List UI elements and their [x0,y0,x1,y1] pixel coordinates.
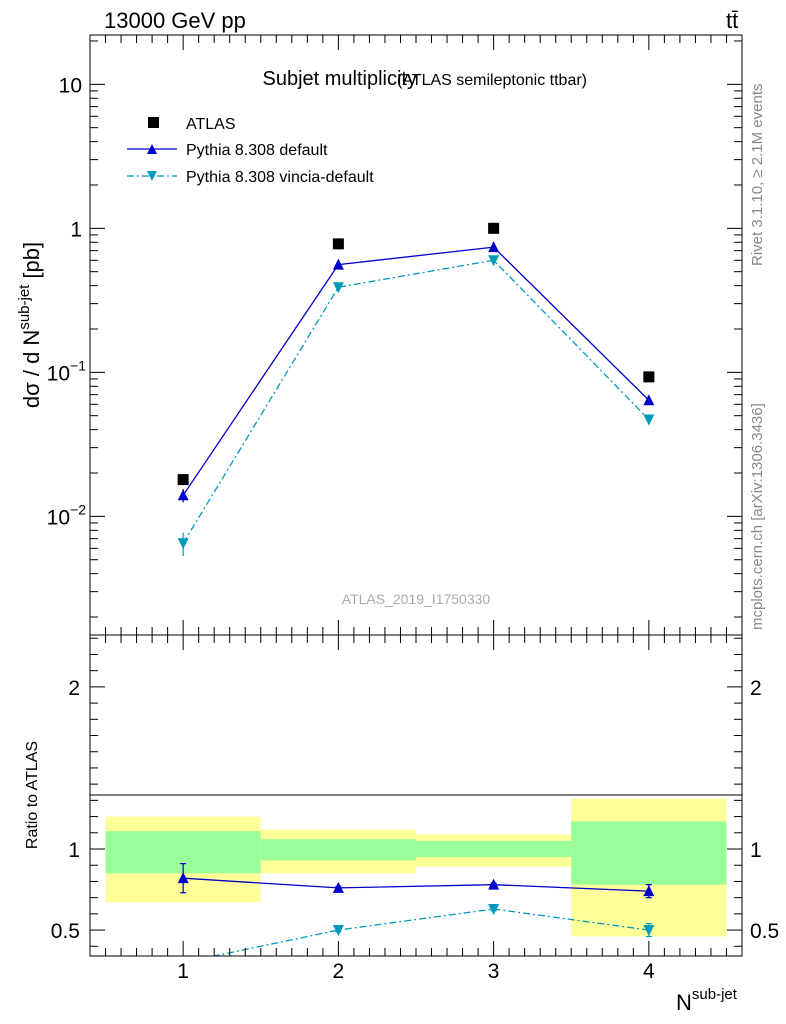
process-label: tt̄ [726,8,738,33]
main-y-label-main: dσ / d N [19,330,44,408]
ratio-point-pythia-8-308-vincia-default [643,925,655,937]
legend-vincia-marker [147,171,157,181]
ratio-axis-ticks: 0.5 0.5 1 1 2 2 1 2 3 4 [51,635,779,983]
main-point-atlas [643,371,655,383]
ratio-y-tick-label-left: 0.5 [51,920,80,943]
x-label-main: N [676,990,692,1015]
main-y-tick-exponent: −2 [70,501,86,517]
main-y-tick-label: 10 [59,74,82,97]
main-point-atlas [332,238,344,250]
x-tick-label: 1 [177,960,189,983]
main-point-pythia-8-308-default [177,489,189,501]
ratio-line-pythia-8-308-default [183,877,649,892]
main-y-label-sup: sub-jet [16,284,33,330]
main-point-pythia-8-308-vincia-default [488,255,500,267]
main-y-tick-label: 10−1 [47,357,87,385]
ratio-y-tick-label-right: 2 [750,677,762,700]
ratio-point-pythia-8-308-default [643,885,655,897]
main-point-pythia-8-308-default [643,394,655,406]
ratio-stat-uncertainty-band [260,839,416,861]
ratio-point-pythia-8-308-default [332,881,344,893]
main-point-atlas [177,474,189,486]
ratio-line-pythia-8-308-vincia-default [211,908,649,956]
ratio-data-markers [177,862,655,938]
main-point-atlas [488,222,500,234]
legend-vincia-label: Pythia 8.308 vincia-default [186,169,374,186]
main-y-tick-label: 1 [70,218,82,241]
ratio-point-pythia-8-308-default [488,878,500,890]
ratio-point-pythia-8-308-vincia-default [488,903,500,915]
ratio-point-pythia-8-308-vincia-default [332,925,344,937]
main-y-label-unit: [pb] [19,242,44,279]
ratio-y-tick-label-left: 2 [68,677,80,700]
ratio-y-tick-label-left: 1 [68,839,80,862]
x-axis-label: Nsub-jet [676,986,738,1015]
main-y-tick-base: 10 [47,506,70,529]
ratio-y-tick-label-right: 0.5 [750,920,779,943]
legend: ATLAS Pythia 8.308 default Pythia 8.308 … [127,116,374,186]
main-line-pythia-8-308-vincia-default [182,259,650,544]
main-line-pythia-8-308-default [182,246,650,496]
main-y-tick-label: 10−2 [47,501,87,529]
source-label: mcplots.cern.ch [arXiv:1306.3436] [749,403,766,630]
ratio-uncertainty-bands [105,798,727,937]
main-y-tick-exponent: −1 [70,357,86,373]
legend-atlas-label: ATLAS [186,116,236,133]
legend-default-label: Pythia 8.308 default [186,142,328,159]
ratio-stat-uncertainty-band [416,840,572,858]
ratio-stat-uncertainty-band [571,821,727,885]
rivet-version-label: Rivet 3.1.10, ≥ 2.1M events [749,84,766,267]
x-tick-label: 4 [643,960,655,983]
main-series-lines [182,246,650,544]
ratio-y-axis-label: Ratio to ATLAS [24,741,41,849]
analysis-watermark: ATLAS_2019_I1750330 [342,591,491,607]
chart-title: Subjet multiplicity [262,68,417,90]
main-y-tick-base: 10 [47,362,70,385]
main-point-pythia-8-308-default [488,241,500,253]
main-point-pythia-8-308-vincia-default [643,414,655,426]
legend-atlas-marker [148,117,159,128]
main-point-pythia-8-308-default [332,258,344,270]
energy-label: 13000 GeV pp [104,8,246,33]
chart-subtitle: (ATLAS semileptonic ttbar) [397,72,587,89]
ratio-plot-frame [89,634,743,957]
main-point-pythia-8-308-vincia-default [332,282,344,294]
x-tick-label: 3 [488,960,500,983]
main-y-axis-label: dσ / d Nsub-jet [pb] [16,242,44,408]
x-label-sup: sub-jet [692,986,738,1003]
main-point-pythia-8-308-vincia-default [177,538,189,550]
ratio-series-lines [183,877,649,956]
ratio-panel: 0.5 0.5 1 1 2 2 1 2 3 4 Ratio to ATLAS Nsub-jet [24,634,779,1015]
ratio-y-tick-label-right: 1 [750,839,762,862]
ratio-point-pythia-8-308-default [177,872,189,884]
x-tick-label: 2 [333,960,345,983]
main-data-markers [177,222,655,557]
legend-default-marker [147,144,157,154]
